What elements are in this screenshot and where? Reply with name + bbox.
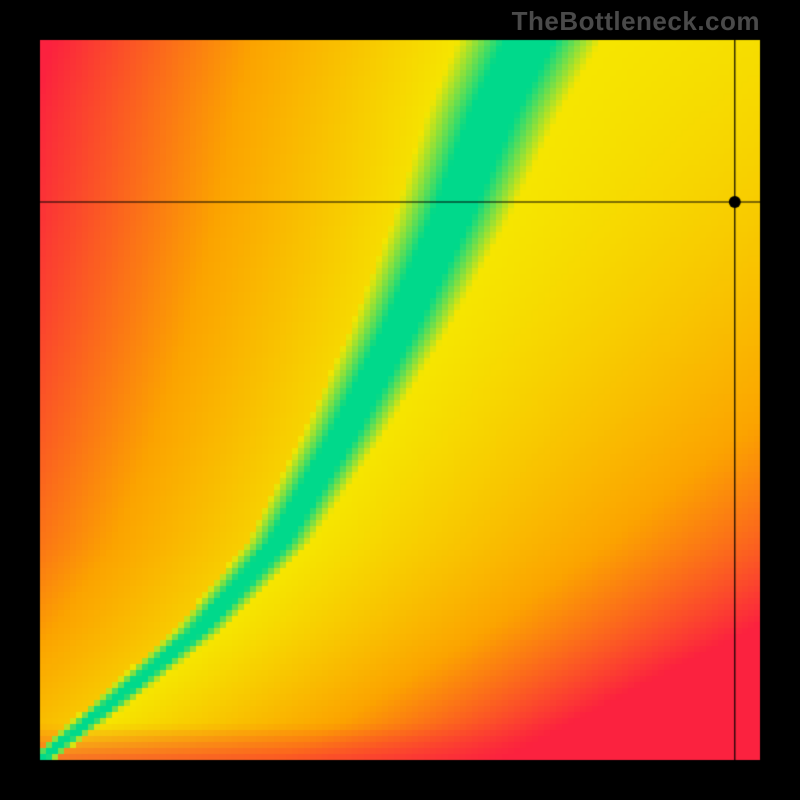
- watermark-label: TheBottleneck.com: [512, 6, 760, 37]
- chart-container: TheBottleneck.com: [0, 0, 800, 800]
- bottleneck-heatmap: [0, 0, 800, 800]
